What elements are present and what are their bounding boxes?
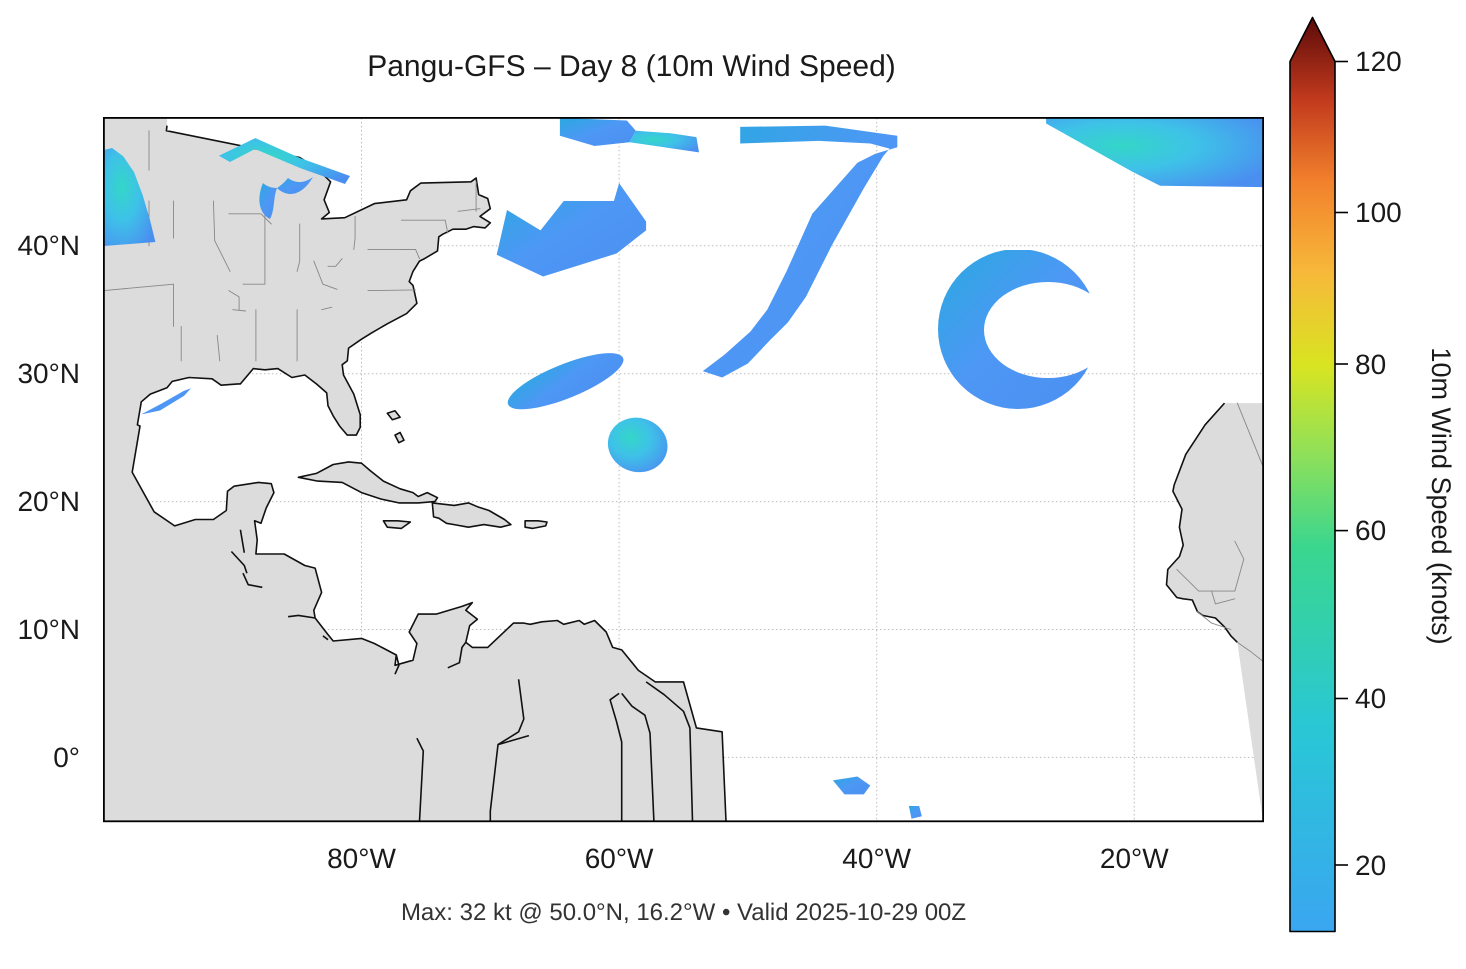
svg-text:40°W: 40°W [842, 843, 911, 874]
svg-text:120: 120 [1355, 46, 1402, 77]
svg-text:40°N: 40°N [17, 230, 80, 261]
svg-text:60: 60 [1355, 515, 1386, 546]
svg-text:40: 40 [1355, 683, 1386, 714]
svg-text:60°W: 60°W [585, 843, 654, 874]
svg-text:100: 100 [1355, 197, 1402, 228]
svg-text:0°: 0° [53, 742, 80, 773]
svg-text:10m Wind Speed (knots): 10m Wind Speed (knots) [1426, 347, 1456, 644]
svg-text:80°W: 80°W [327, 843, 396, 874]
svg-text:10°N: 10°N [17, 614, 80, 645]
svg-text:80: 80 [1355, 349, 1386, 380]
svg-text:Max: 32 kt @ 50.0°N, 16.2°W •: Max: 32 kt @ 50.0°N, 16.2°W • Valid 2025… [401, 899, 966, 926]
svg-text:20°N: 20°N [17, 486, 80, 517]
svg-text:20°W: 20°W [1100, 843, 1169, 874]
svg-text:30°N: 30°N [17, 358, 80, 389]
svg-text:20: 20 [1355, 850, 1386, 881]
